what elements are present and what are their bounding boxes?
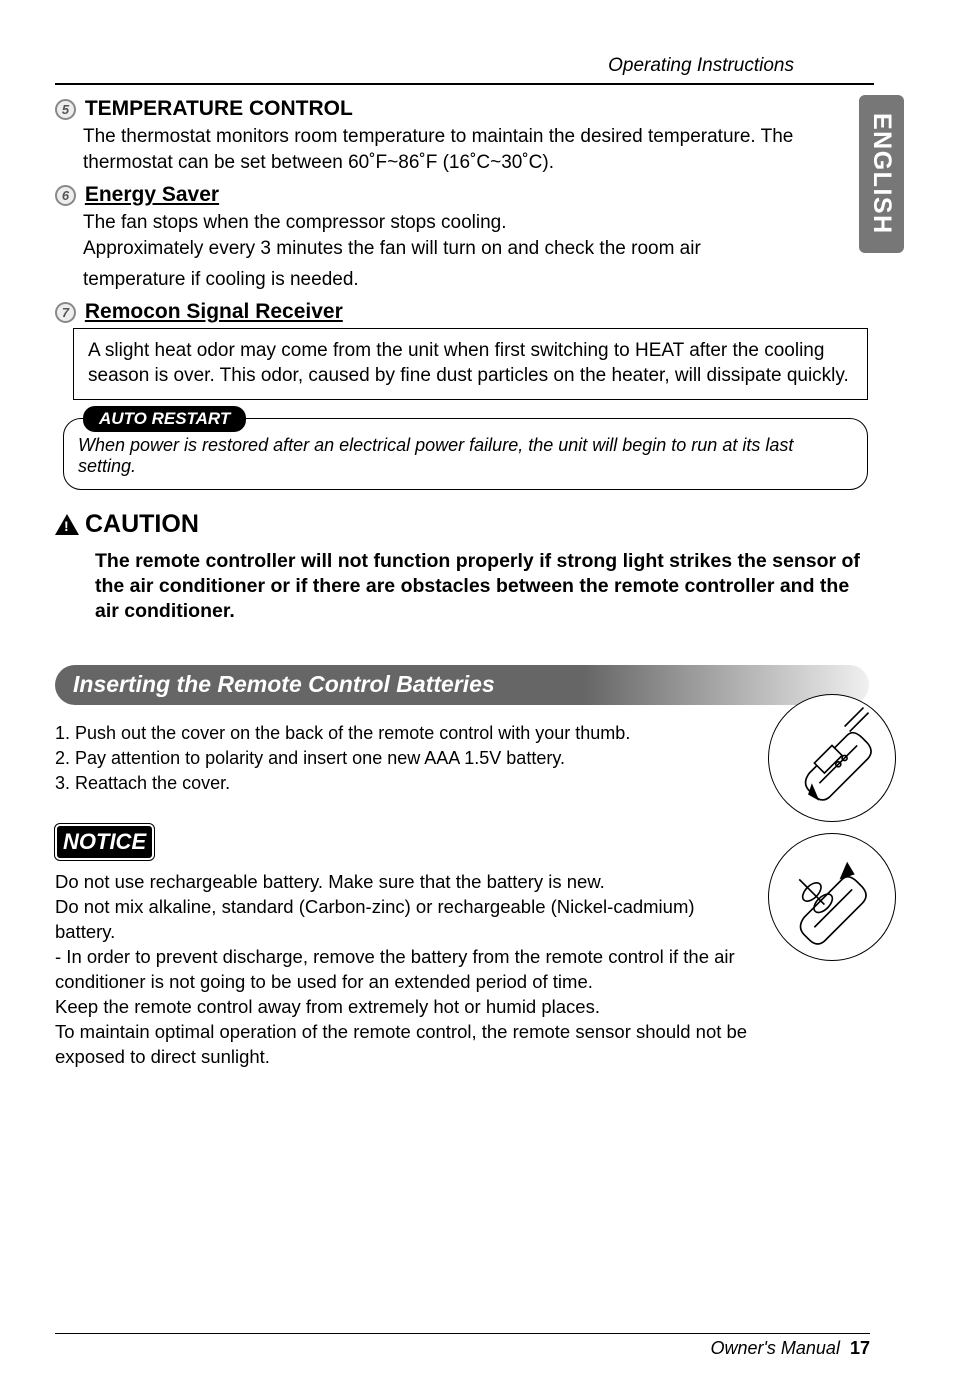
notice-p3: - In order to prevent discharge, remove … [55, 945, 755, 995]
section-6-body: The fan stops when the compressor stops … [83, 210, 870, 292]
arrow-down-icon [840, 862, 855, 880]
num-badge-6: 6 [55, 185, 76, 206]
section-5-title: TEMPERATURE CONTROL [85, 97, 353, 120]
num-badge-5: 5 [55, 99, 76, 120]
num-badge-7: 7 [55, 302, 76, 323]
s6-line2: Approximately every 3 minutes the fan wi… [83, 236, 870, 262]
notice-p5: To maintain optimal operation of the rem… [55, 1020, 755, 1070]
heat-note-box: A slight heat odor may come from the uni… [73, 328, 868, 399]
notice-p4: Keep the remote control away from extrem… [55, 995, 755, 1020]
section-banner: Inserting the Remote Control Batteries [55, 665, 869, 705]
caution-heading-text: CAUTION [85, 510, 199, 539]
step-1: 1. Push out the cover on the back of the… [55, 721, 870, 746]
remote-diagram-open [768, 694, 896, 822]
page-header: Operating Instructions [55, 55, 874, 85]
step-3: 3. Reattach the cover. [55, 771, 870, 796]
section-6-head: 6 Energy Saver [55, 183, 870, 207]
battery-steps: 1. Push out the cover on the back of the… [55, 721, 870, 797]
language-tab: ENGLISH [859, 95, 904, 253]
caution-heading: CAUTION [55, 510, 870, 539]
footer-label: Owner's Manual [710, 1338, 840, 1358]
notice-body: Do not use rechargeable battery. Make su… [55, 870, 755, 1070]
section-6-title: Energy Saver [85, 183, 219, 206]
notice-p1: Do not use rechargeable battery. Make su… [55, 870, 755, 895]
section-5-head: 5 TEMPERATURE CONTROL [55, 97, 870, 121]
page-footer: Owner's Manual 17 [55, 1333, 870, 1359]
remote-diagram-close [768, 833, 896, 961]
s6-line3: temperature if cooling is needed. [83, 267, 870, 293]
section-7-title: Remocon Signal Receiver [85, 300, 343, 323]
page-number: 17 [850, 1338, 870, 1358]
caution-body: The remote controller will not function … [95, 549, 870, 625]
notice-p2: Do not mix alkaline, standard (Carbon-zi… [55, 895, 755, 945]
section-5-body: The thermostat monitors room temperature… [83, 124, 870, 175]
auto-restart-box: AUTO RESTART When power is restored afte… [63, 418, 868, 490]
step-2: 2. Pay attention to polarity and insert … [55, 746, 870, 771]
arrow-up-icon [808, 783, 819, 801]
warning-icon [55, 514, 79, 535]
auto-restart-label: AUTO RESTART [83, 406, 246, 432]
section-7-head: 7 Remocon Signal Receiver [55, 300, 870, 324]
s6-line1: The fan stops when the compressor stops … [83, 210, 870, 236]
notice-label: NOTICE [55, 824, 154, 860]
